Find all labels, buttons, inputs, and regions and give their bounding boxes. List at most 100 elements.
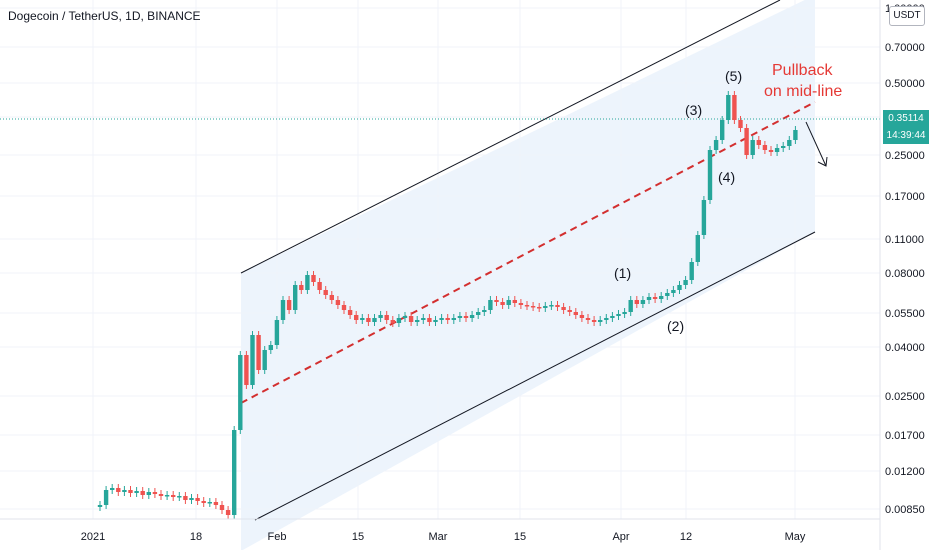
candle-body (408, 316, 414, 322)
candle-body (232, 430, 237, 515)
candle-body (103, 490, 109, 505)
candle-body (152, 492, 158, 494)
candle-body (671, 290, 676, 293)
candle-body (482, 310, 487, 312)
candle-body (323, 290, 328, 295)
candle-body (720, 120, 725, 140)
candle-body (494, 300, 499, 302)
wave-3-label: (3) (685, 102, 702, 118)
candle-body (116, 488, 121, 492)
candle-body (299, 285, 304, 290)
candle-body (378, 315, 383, 318)
candle-body (488, 300, 493, 310)
price-tick-label: 0.17000 (885, 191, 925, 203)
candle-body (774, 148, 780, 152)
channel-fill (241, 0, 815, 550)
currency-button[interactable]: USDT (889, 6, 925, 26)
candle-body (286, 300, 292, 310)
candle-body (421, 318, 426, 320)
time-tick-label: 15 (514, 531, 526, 543)
candle-body (268, 345, 273, 350)
time-axis[interactable]: 2021 18 Feb 15 Mar 15 Apr 12 May (81, 531, 806, 543)
time-tick-label: Feb (268, 531, 287, 543)
candle-body (744, 128, 749, 155)
candle-body (622, 312, 627, 314)
candle-body (689, 262, 694, 280)
countdown-tag: 14:39:44 (883, 128, 929, 144)
candle-body (402, 316, 408, 318)
candle-body (427, 318, 432, 322)
candle-body (207, 502, 212, 504)
candle-body (768, 150, 774, 152)
candle-body (140, 491, 145, 495)
candle-body (591, 320, 597, 322)
candle-body (439, 318, 444, 320)
candle-body (518, 303, 524, 305)
candle-body (183, 496, 188, 500)
candle-body (549, 305, 554, 307)
candle-body (750, 140, 755, 155)
candle-body (457, 316, 463, 318)
time-tick-label: 2021 (81, 531, 105, 543)
candle-body (164, 495, 170, 497)
candle-body (787, 140, 792, 146)
candle-body (793, 130, 798, 140)
candle-body (762, 145, 768, 150)
candle-body (445, 318, 450, 320)
candle-body (317, 282, 322, 290)
candle-body (628, 300, 633, 312)
candle-body (469, 315, 475, 318)
candle-body (146, 492, 151, 495)
wave-2-label: (2) (667, 318, 684, 334)
candle-body (335, 300, 341, 305)
candle-body (384, 315, 389, 320)
candle-body (573, 312, 578, 315)
candle-body (225, 510, 231, 515)
candle-body (561, 307, 566, 310)
candle-body (305, 275, 310, 290)
candle-body (274, 320, 280, 345)
candle-body (707, 150, 713, 200)
candle-body (128, 490, 133, 493)
time-tick-label: Mar (429, 531, 448, 543)
candle-body (280, 300, 286, 320)
price-axis[interactable]: 0.00850 0.01200 0.01700 0.02500 0.04000 0.055… (885, 3, 925, 516)
candle-body (122, 490, 127, 492)
candle-body (665, 293, 670, 296)
time-tick-label: 12 (680, 531, 692, 543)
time-tick-label: 15 (352, 531, 364, 543)
wave-4-label: (4) (718, 169, 735, 185)
candle-body (451, 318, 456, 320)
candle-body (646, 297, 652, 300)
candle-body (610, 316, 615, 318)
candle-body (238, 355, 243, 430)
candle-body (366, 318, 371, 322)
candle-body (732, 95, 737, 120)
candle-body (463, 316, 469, 318)
candle-body (110, 488, 115, 490)
candle-body (567, 310, 572, 312)
candle-body (433, 320, 438, 322)
chart-title: Dogecoin / TetherUS, 1D, BINANCE (8, 9, 201, 23)
candle-body (506, 300, 511, 305)
current-price-tag: 0.35114 (883, 110, 929, 128)
candle-body (347, 310, 353, 315)
candle-body (640, 300, 646, 304)
candle-body (244, 355, 249, 385)
lower-channel-line (254, 231, 816, 521)
candle-body (213, 502, 219, 505)
candle-body (695, 235, 700, 262)
candle-body (354, 315, 359, 320)
candle-body (726, 95, 731, 120)
candle-body (524, 305, 530, 307)
price-tick-label: 0.01700 (885, 430, 925, 442)
price-tick-label: 0.50000 (885, 78, 925, 90)
candle-body (189, 498, 194, 500)
price-tick-label: 0.08000 (885, 268, 925, 280)
candle-body (262, 350, 267, 370)
candle-body (634, 300, 639, 304)
price-tick-label: 0.11000 (885, 234, 924, 246)
candle-body (195, 498, 200, 501)
price-tick-label: 0.00850 (885, 504, 925, 516)
